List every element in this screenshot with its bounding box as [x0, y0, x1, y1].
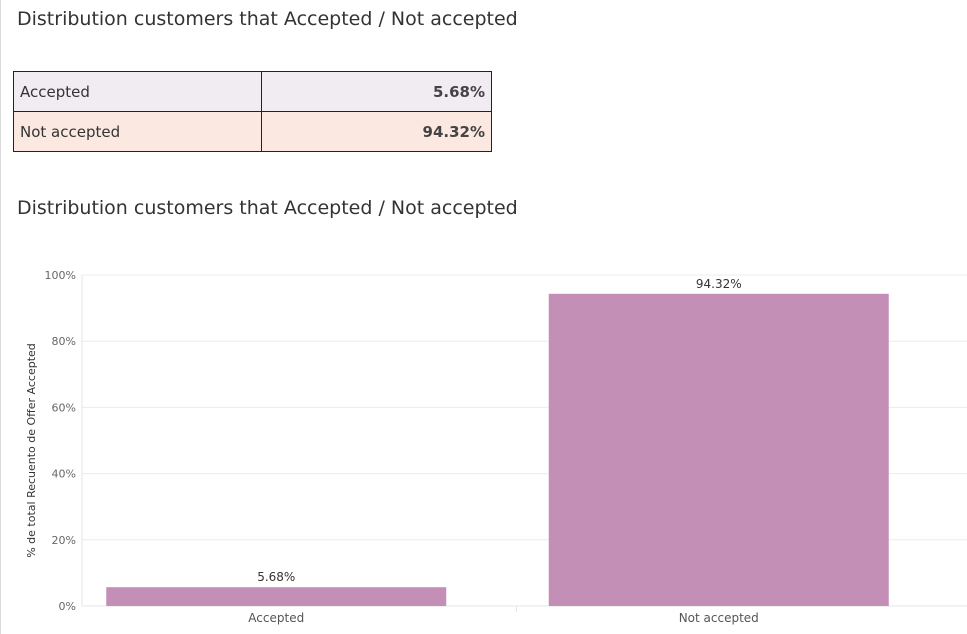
y-tick-label: 40%: [52, 468, 76, 481]
left-border: [0, 0, 1, 634]
table-cell-label: Not accepted: [13, 111, 262, 152]
summary-table: Accepted 5.68% Not accepted 94.32%: [13, 71, 492, 152]
table-cell-label: Accepted: [13, 71, 262, 112]
chart-title: Distribution customers that Accepted / N…: [17, 197, 518, 219]
y-axis-title: % de total Recuento de Offer Accepted: [25, 343, 38, 558]
y-tick-label: 100%: [45, 269, 76, 282]
table-row: Accepted 5.68%: [13, 71, 492, 112]
y-tick-label: 80%: [52, 335, 76, 348]
y-tick-label: 60%: [52, 401, 76, 414]
y-tick-label: 20%: [52, 534, 76, 547]
data-label: 94.32%: [696, 277, 742, 291]
bar: [548, 293, 889, 606]
bar: [106, 587, 447, 606]
table-cell-value: 5.68%: [261, 71, 492, 112]
x-category-label: Not accepted: [679, 611, 759, 625]
data-label: 5.68%: [257, 570, 295, 584]
table-cell-value: 94.32%: [261, 111, 492, 152]
x-category-label: Accepted: [248, 611, 304, 625]
page-title: Distribution customers that Accepted / N…: [17, 8, 518, 30]
y-tick-label: 0%: [59, 600, 76, 613]
table-row: Not accepted 94.32%: [13, 111, 492, 152]
